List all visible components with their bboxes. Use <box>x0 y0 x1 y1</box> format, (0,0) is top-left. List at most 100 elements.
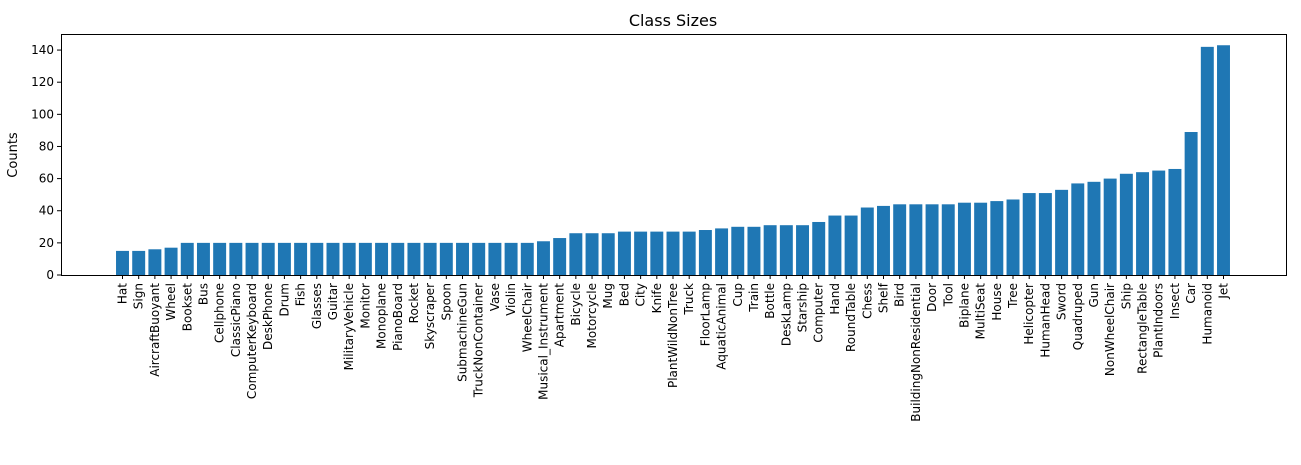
x-tick-label: PlantWildNonTree <box>666 283 680 388</box>
bar-Mug <box>601 233 615 275</box>
bar-MultiSeat <box>974 202 988 275</box>
bar-TruckNonContainer <box>472 242 486 275</box>
bar-Monitor <box>358 242 372 275</box>
bar-Biplane <box>957 202 971 275</box>
x-tick-label: Violin <box>504 283 518 316</box>
x-tick-label: WheelChair <box>520 283 534 352</box>
bar-FloorLamp <box>698 230 712 275</box>
x-tick-label: City <box>634 283 648 307</box>
x-tick-label: Rocket <box>407 283 421 324</box>
x-tick-label: Chess <box>860 283 874 319</box>
x-tick-label: Hand <box>828 283 842 315</box>
x-tick-label: Truck <box>682 283 696 316</box>
bar-PlantWildNonTree <box>666 231 680 275</box>
bar-Cellphone <box>213 242 227 275</box>
x-tick-label: TruckNonContainer <box>472 283 486 398</box>
bar-ClassicPiano <box>229 242 243 275</box>
x-tick-label: AircraftBuoyant <box>148 283 162 377</box>
x-tick-label: AquaticAnimal <box>715 283 729 370</box>
x-tick-label: MultiSeat <box>974 283 988 340</box>
bar-Quadruped <box>1071 183 1085 275</box>
bar-Truck <box>682 231 696 275</box>
bar-Door <box>925 204 939 275</box>
x-tick-label: Apartment <box>553 283 567 347</box>
x-tick-label: Bird <box>893 283 907 307</box>
bar-Skyscraper <box>423 242 437 275</box>
x-tick-label: Ship <box>1119 283 1133 309</box>
x-tick-label: RoundTable <box>844 283 858 352</box>
x-tick-label: DeskLamp <box>779 283 793 346</box>
bar-DeskPhone <box>261 242 275 275</box>
x-tick-label: Starship <box>796 283 810 332</box>
bar-Bed <box>617 231 631 275</box>
x-tick-label: FloorLamp <box>698 283 712 346</box>
x-tick-label: BuildingNonResidential <box>909 283 923 422</box>
bar-Guitar <box>326 242 340 275</box>
x-ticks-group: Hat Sign AircraftBuoyant Wheel Bookset Bus Cel… <box>116 275 1231 422</box>
bar-Wheel <box>164 247 178 275</box>
bar-BuildingNonResidential <box>909 204 923 275</box>
bar-Bird <box>893 204 907 275</box>
bar-Glasses <box>310 242 324 275</box>
y-tick-label: 120 <box>31 75 54 89</box>
x-tick-label: MilitaryVehicle <box>342 283 356 370</box>
x-tick-label: ClassicPiano <box>229 283 243 357</box>
x-tick-label: Computer <box>812 283 826 343</box>
bar-Motorcycle <box>585 233 599 275</box>
bar-Gun <box>1087 181 1101 275</box>
bar-Bicycle <box>569 233 583 275</box>
y-tick-label: 40 <box>39 204 54 218</box>
x-tick-label: PlantIndoors <box>1152 283 1166 358</box>
x-tick-label: Helicopter <box>1022 283 1036 345</box>
x-tick-label: Jet <box>1217 283 1231 300</box>
bar-Insect <box>1168 168 1182 275</box>
bar-NonWheelChair <box>1103 178 1117 275</box>
bar-Sign <box>132 250 146 275</box>
bar-Sword <box>1055 189 1069 275</box>
x-tick-label: Knife <box>650 283 664 313</box>
x-tick-label: Spoon <box>439 283 453 321</box>
bar-Cup <box>731 226 745 275</box>
bars-group <box>116 45 1230 275</box>
x-tick-label: Shelf <box>876 282 890 313</box>
x-tick-label: Tree <box>1006 283 1020 309</box>
x-tick-label: Vase <box>488 283 502 311</box>
x-tick-label: Motorcycle <box>585 283 599 348</box>
bar-AquaticAnimal <box>715 228 729 275</box>
bar-Train <box>747 226 761 275</box>
bar-Musical_Instrument <box>536 241 550 275</box>
x-tick-label: Guitar <box>326 283 340 320</box>
x-tick-label: ComputerKeyboard <box>245 283 259 399</box>
bar-Spoon <box>439 242 453 275</box>
x-tick-label: House <box>990 283 1004 321</box>
bar-AircraftBuoyant <box>148 249 162 275</box>
x-tick-label: RectangleTable <box>1136 283 1150 374</box>
x-tick-label: Gun <box>1087 283 1101 308</box>
x-tick-label: Quadruped <box>1071 283 1085 350</box>
bar-Computer <box>812 221 826 275</box>
bar-Ship <box>1119 173 1133 275</box>
x-tick-label: Wheel <box>164 283 178 321</box>
bar-Chess <box>860 207 874 275</box>
bar-RoundTable <box>844 215 858 275</box>
x-tick-label: Insect <box>1168 283 1182 319</box>
x-tick-label: NonWheelChair <box>1103 283 1117 376</box>
bar-Bookset <box>180 242 194 275</box>
x-tick-label: PianoBoard <box>391 283 405 351</box>
y-axis-label: Counts <box>6 132 21 178</box>
bar-Fish <box>294 242 308 275</box>
bar-DeskLamp <box>779 225 793 275</box>
x-tick-label: Monoplane <box>375 283 389 349</box>
x-tick-label: Musical_Instrument <box>536 283 550 400</box>
x-tick-label: Biplane <box>957 283 971 328</box>
bar-City <box>634 231 648 275</box>
y-tick-label: 140 <box>31 43 54 57</box>
x-tick-label: Bed <box>617 283 631 306</box>
bar-Jet <box>1217 45 1230 275</box>
bar-RectangleTable <box>1136 172 1150 275</box>
bar-HumanHead <box>1038 193 1052 275</box>
x-tick-label: Sword <box>1055 283 1069 320</box>
x-tick-label: HumanHead <box>1038 283 1052 358</box>
bar-MilitaryVehicle <box>342 242 356 275</box>
